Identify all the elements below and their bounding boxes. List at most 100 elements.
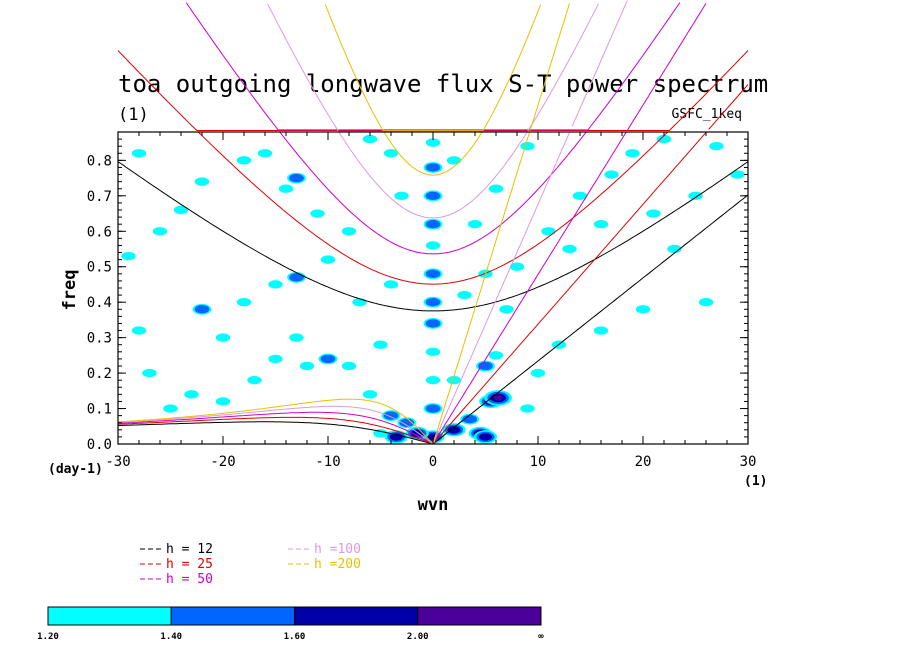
x-tick-label: 0 <box>429 454 437 470</box>
contour-blob <box>215 333 231 342</box>
contour-blob <box>268 354 283 364</box>
colorbar-label: ∞ <box>538 632 544 642</box>
chart-title: toa outgoing longwave flux S-T power spe… <box>118 70 768 98</box>
contour-blob <box>383 149 399 158</box>
contour-blob <box>688 191 703 201</box>
contour-blob <box>541 227 556 236</box>
y-tick-label: 0.3 <box>87 331 112 347</box>
colorbar-label: 2.00 <box>407 632 429 642</box>
colorbar-segment <box>417 606 542 626</box>
contour-blob <box>425 191 441 201</box>
contour-blob <box>194 177 210 186</box>
contour-blob <box>383 411 399 420</box>
contour-blob <box>215 397 231 406</box>
contour-blob <box>425 347 441 357</box>
contour-blob <box>530 368 546 378</box>
dispersion-curve <box>279 132 587 255</box>
dispersion-curve <box>185 2 681 131</box>
contour-blob <box>131 326 147 335</box>
colorbar-label: 1.20 <box>37 632 59 642</box>
contour-blob <box>488 184 504 193</box>
y-tick-label: 0.4 <box>87 295 112 311</box>
contour-blob <box>236 297 252 307</box>
contour-blob <box>447 426 461 434</box>
colorbar: 1.20 1.40 1.60 2.00 ∞ <box>37 606 544 642</box>
contour-blob <box>604 170 619 179</box>
dispersion-curve <box>432 132 531 444</box>
x-tick-label: -10 <box>315 454 340 470</box>
contour-blob <box>635 305 651 314</box>
contour-blob <box>362 390 378 399</box>
y-tick-label: 0.7 <box>87 189 112 205</box>
dispersion-curve <box>267 3 599 132</box>
contour-blob <box>425 319 441 328</box>
x-tick-label: -30 <box>105 454 130 470</box>
contour-blob <box>173 205 189 215</box>
y-tick-label: 0.8 <box>87 153 112 169</box>
x-tick-label: -20 <box>210 454 235 470</box>
contour-blob <box>499 305 514 314</box>
dispersion-curve <box>118 398 434 444</box>
contour-blob <box>142 368 157 378</box>
contour-blob <box>236 156 252 165</box>
contour-blob <box>341 227 357 236</box>
source-label: GSFC_1keq <box>672 107 742 122</box>
colorbar-segment <box>47 606 172 626</box>
colorbar-segment <box>294 606 419 626</box>
contour-blob <box>667 244 682 254</box>
dispersion-curve <box>626 3 707 131</box>
contour-blob <box>278 184 294 193</box>
contour-blob <box>656 134 672 144</box>
y-tick-label: 0.0 <box>87 437 112 453</box>
contour-blob <box>562 244 577 254</box>
contour-blob <box>425 138 441 147</box>
y-tick-label: 0.1 <box>87 402 112 418</box>
plot-frame <box>117 131 749 445</box>
contour-blob <box>320 354 336 364</box>
contour-blob <box>383 280 399 289</box>
dispersion-curve <box>432 132 627 444</box>
contour-blob <box>698 297 714 307</box>
legend-label: h =200 <box>314 557 361 572</box>
contour-blob <box>425 163 441 172</box>
x-axis-label: wvn <box>418 495 449 515</box>
contour-blob <box>446 375 462 385</box>
dispersion-curve <box>197 132 669 285</box>
contour-blob <box>425 404 441 413</box>
contour-blob <box>299 361 315 371</box>
contour-blob <box>488 351 504 360</box>
colorbar-label: 1.60 <box>284 632 306 642</box>
contour-fills <box>121 134 745 444</box>
contour-blob <box>268 280 283 289</box>
contour-blob <box>163 404 178 413</box>
dispersion-curve <box>571 0 628 127</box>
contour-blob <box>152 227 168 236</box>
contour-blob <box>493 395 503 401</box>
legend-label: h = 12 <box>166 542 213 557</box>
dispersion-curve <box>432 194 748 444</box>
dispersion-curve <box>118 411 434 444</box>
x-unit-label: (1) <box>744 474 767 489</box>
dispersion-curves <box>118 132 748 444</box>
contour-blob <box>593 219 609 229</box>
x-tick-label: 10 <box>530 454 547 470</box>
legend-label: h = 25 <box>166 557 213 572</box>
contour-blob <box>425 375 441 385</box>
contour-blob <box>520 141 535 151</box>
dispersion-curve <box>338 132 528 219</box>
dispersion-curve <box>118 421 434 444</box>
contour-blob <box>446 156 462 165</box>
contour-blob <box>520 404 535 413</box>
dispersion-curve <box>383 132 483 176</box>
contour-blob <box>320 255 336 264</box>
contour-blob <box>478 361 493 371</box>
dispersion-curve <box>708 84 749 130</box>
contour-blob <box>289 333 304 342</box>
contour-blob <box>373 340 388 349</box>
x-tick-label: 30 <box>740 454 757 470</box>
legend-label: h = 50 <box>166 572 213 587</box>
dispersion-curve <box>118 405 434 444</box>
contour-blob <box>425 219 441 229</box>
contour-blob <box>467 219 483 229</box>
